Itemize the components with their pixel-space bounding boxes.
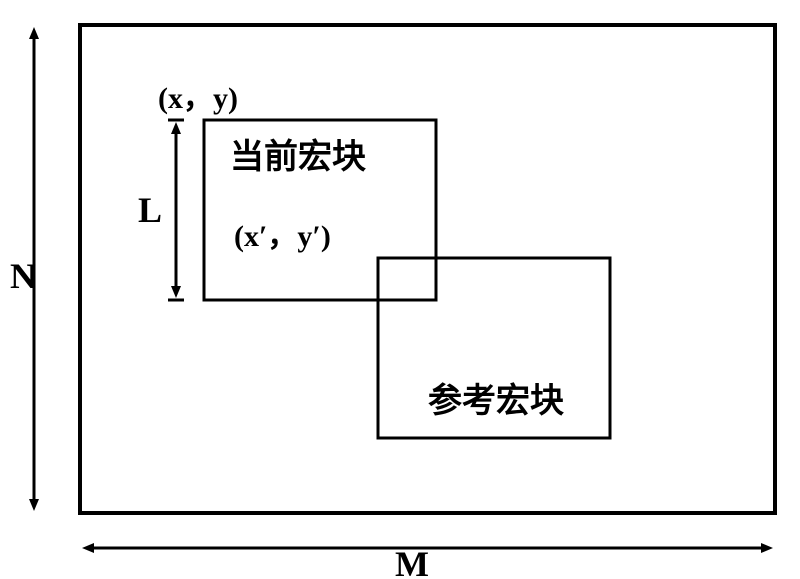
reference-block-label: 参考宏块 (428, 381, 564, 420)
l-label: L (138, 190, 162, 230)
current-block-label: 当前宏块 (230, 137, 366, 176)
coord-xy-prime-label: (x′，y′) (234, 220, 331, 253)
n-label: N (10, 256, 36, 296)
diagram-root: (x，y) 当前宏块 (x′，y′) 参考宏块 L N M (0, 0, 800, 579)
m-label: M (395, 544, 429, 579)
coord-xy-label: (x，y) (158, 82, 238, 115)
